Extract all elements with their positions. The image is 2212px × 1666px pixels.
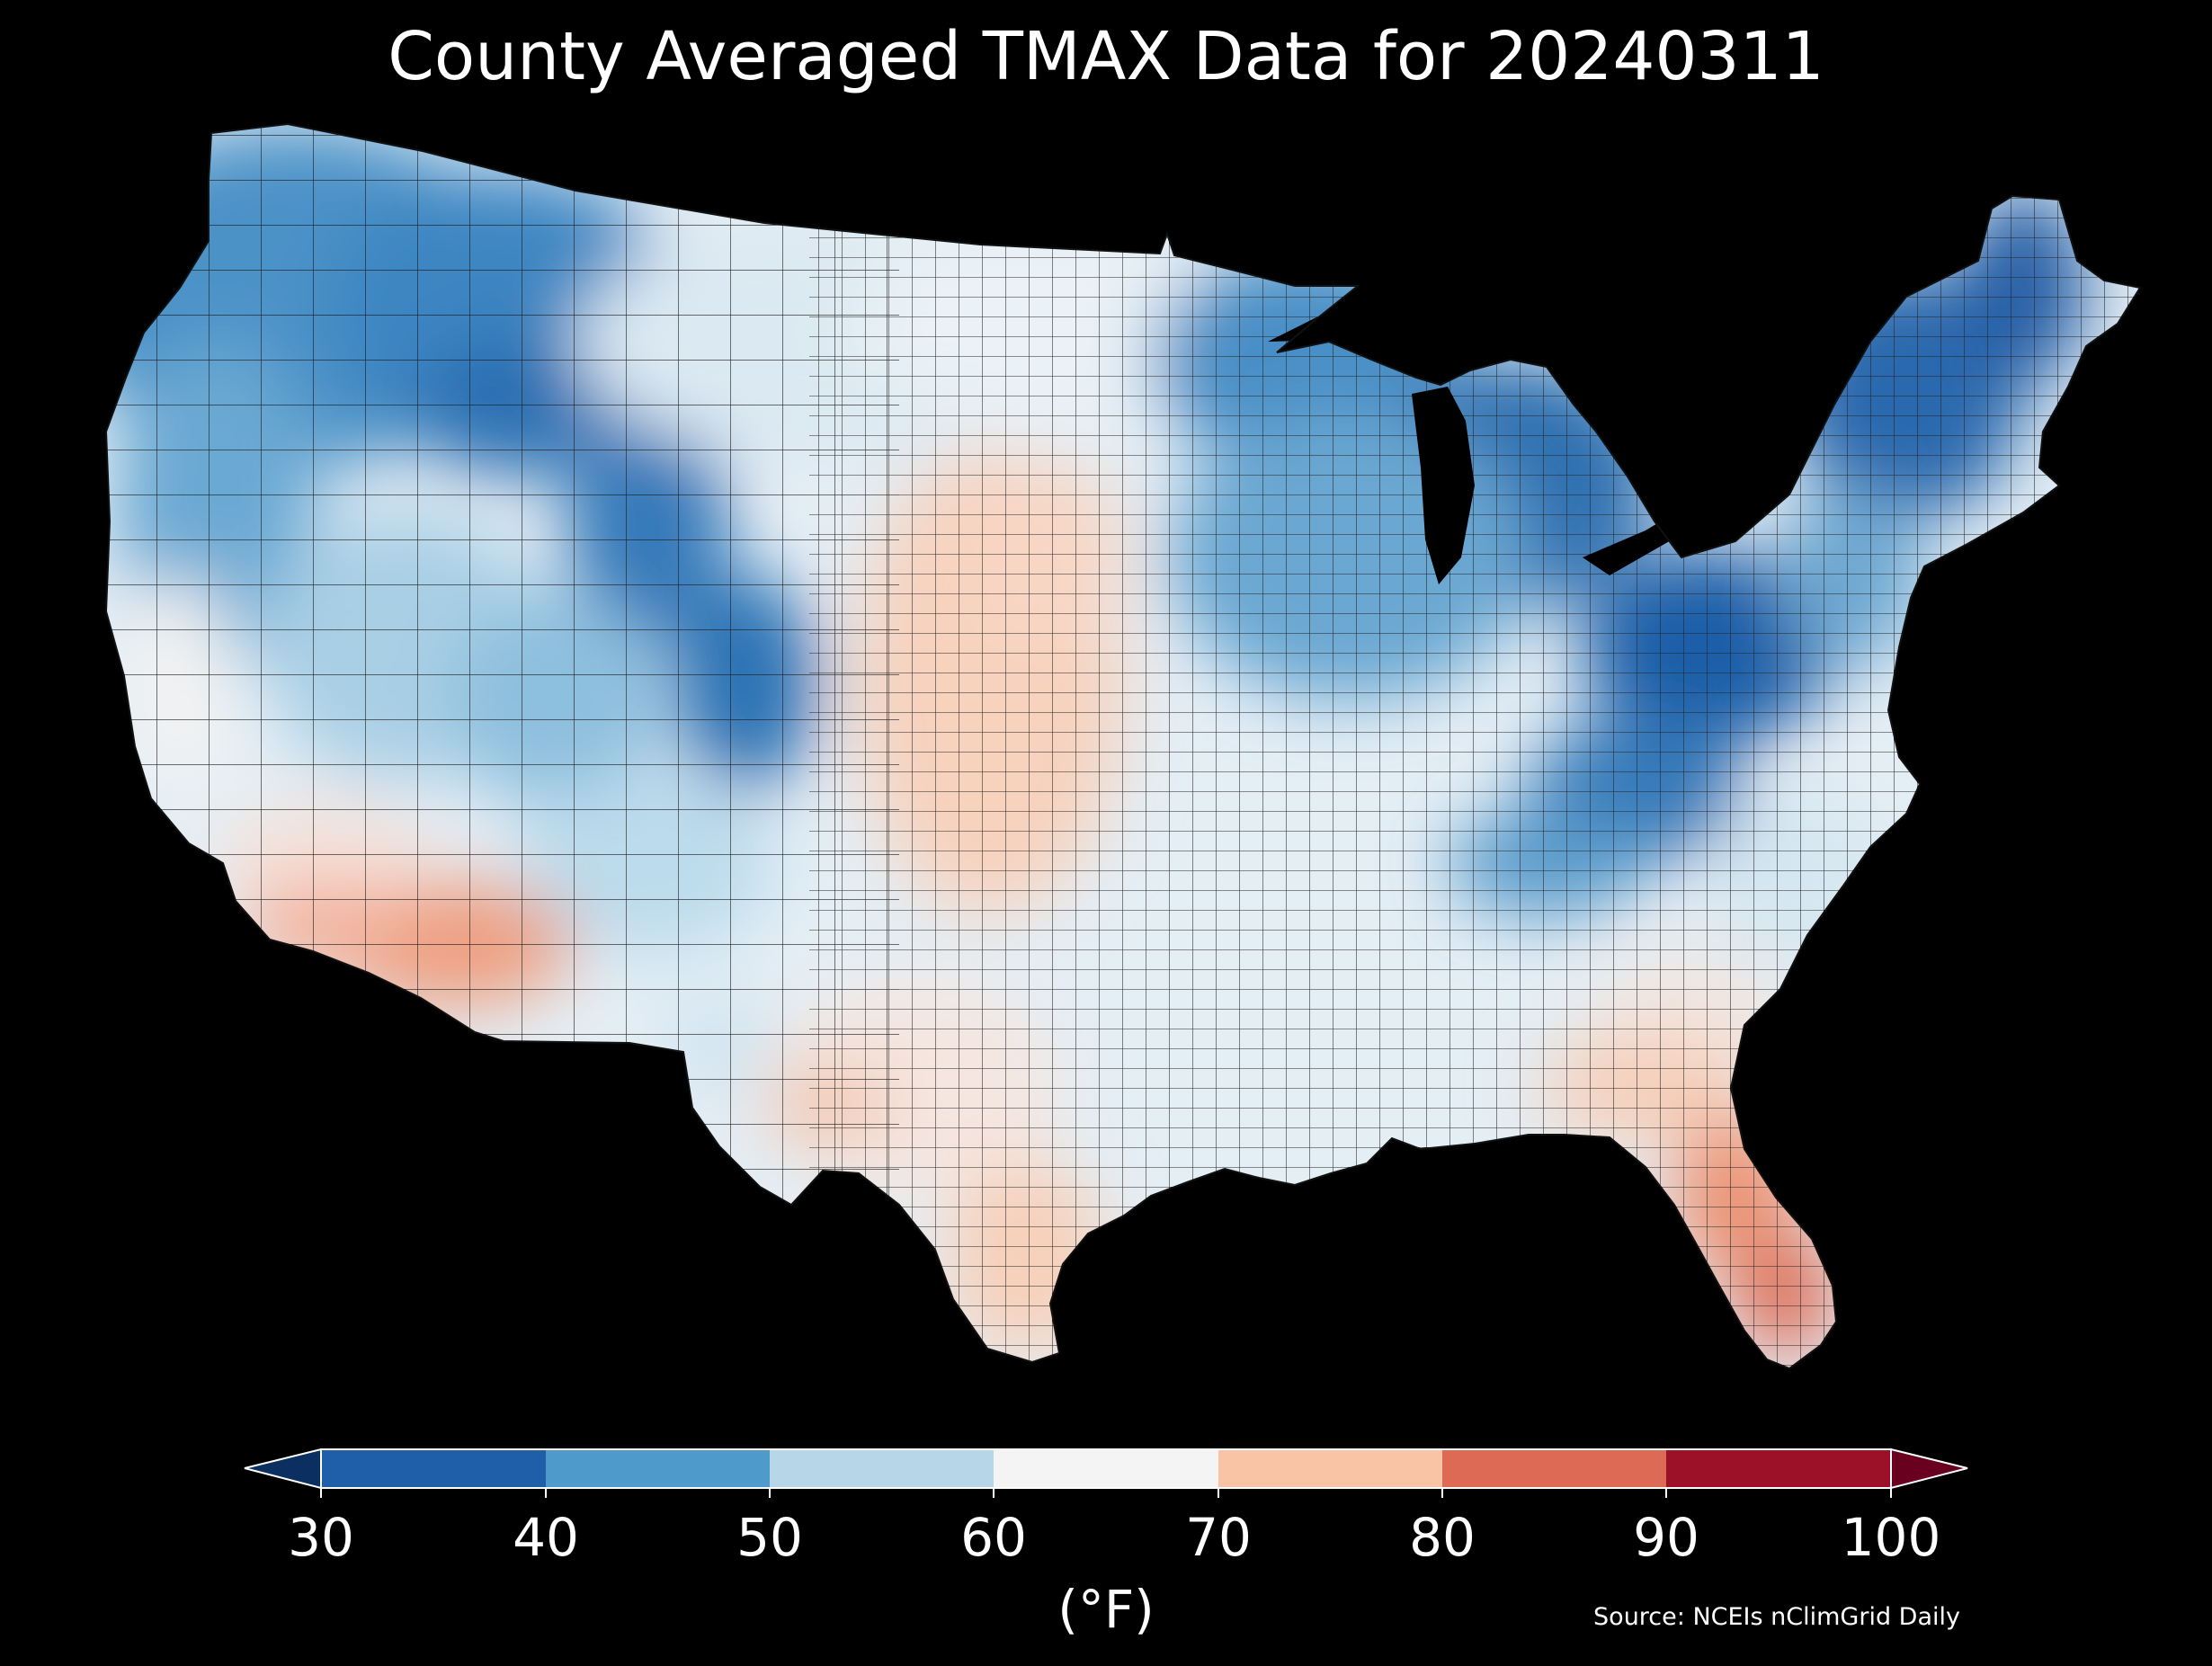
colorbar-tick-label: 90 — [1633, 1507, 1699, 1568]
colorbar-tick-label: 50 — [736, 1507, 803, 1568]
colorbar — [244, 1448, 1968, 1498]
colorbar-tick-label: 30 — [288, 1507, 354, 1568]
colorbar-tick-label: 70 — [1185, 1507, 1252, 1568]
colorbar-bin-70-80 — [1218, 1449, 1442, 1488]
colorbar-bin-60-70 — [994, 1449, 1218, 1488]
colorbar-tick-label: 100 — [1841, 1507, 1941, 1568]
colorbar-bin-40-50 — [546, 1449, 770, 1488]
colorbar-bin-90-100 — [1666, 1449, 1891, 1488]
colorbar-over-extend — [1890, 1448, 1968, 1490]
colorbar-under-extend — [244, 1448, 322, 1490]
colorbar-bin-80-90 — [1442, 1449, 1666, 1488]
map-title: County Averaged TMAX Data for 20240311 — [388, 18, 1824, 95]
colorbar-tick-label: 40 — [513, 1507, 579, 1568]
colorbar-unit-label: (°F) — [1057, 1579, 1155, 1640]
colorbar-tick-label: 60 — [960, 1507, 1027, 1568]
colorbar-bin-50-60 — [770, 1449, 994, 1488]
colorbar-tick-label: 80 — [1409, 1507, 1476, 1568]
colorbar-frame — [320, 1448, 1892, 1489]
colorbar-bin-30-40 — [321, 1449, 546, 1488]
source-note: Source: NCEIs nClimGrid Daily — [1593, 1603, 1960, 1631]
